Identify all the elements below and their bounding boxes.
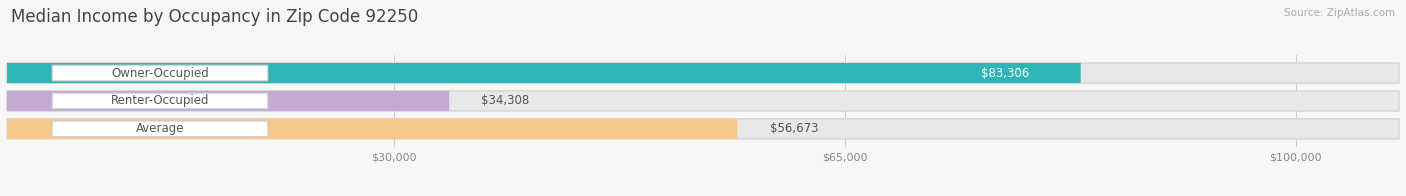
FancyBboxPatch shape: [7, 63, 1399, 83]
Text: Average: Average: [136, 122, 184, 135]
FancyBboxPatch shape: [7, 119, 1399, 139]
Text: $56,673: $56,673: [769, 122, 818, 135]
FancyBboxPatch shape: [7, 63, 1081, 83]
Text: Owner-Occupied: Owner-Occupied: [111, 66, 209, 80]
FancyBboxPatch shape: [52, 93, 269, 109]
Text: Source: ZipAtlas.com: Source: ZipAtlas.com: [1284, 8, 1395, 18]
Text: $83,306: $83,306: [981, 66, 1029, 80]
Text: Median Income by Occupancy in Zip Code 92250: Median Income by Occupancy in Zip Code 9…: [11, 8, 419, 26]
Text: Renter-Occupied: Renter-Occupied: [111, 94, 209, 107]
FancyBboxPatch shape: [7, 119, 738, 139]
FancyBboxPatch shape: [7, 91, 1399, 111]
Text: $34,308: $34,308: [481, 94, 530, 107]
FancyBboxPatch shape: [52, 121, 269, 137]
FancyBboxPatch shape: [52, 65, 269, 81]
FancyBboxPatch shape: [7, 91, 449, 111]
